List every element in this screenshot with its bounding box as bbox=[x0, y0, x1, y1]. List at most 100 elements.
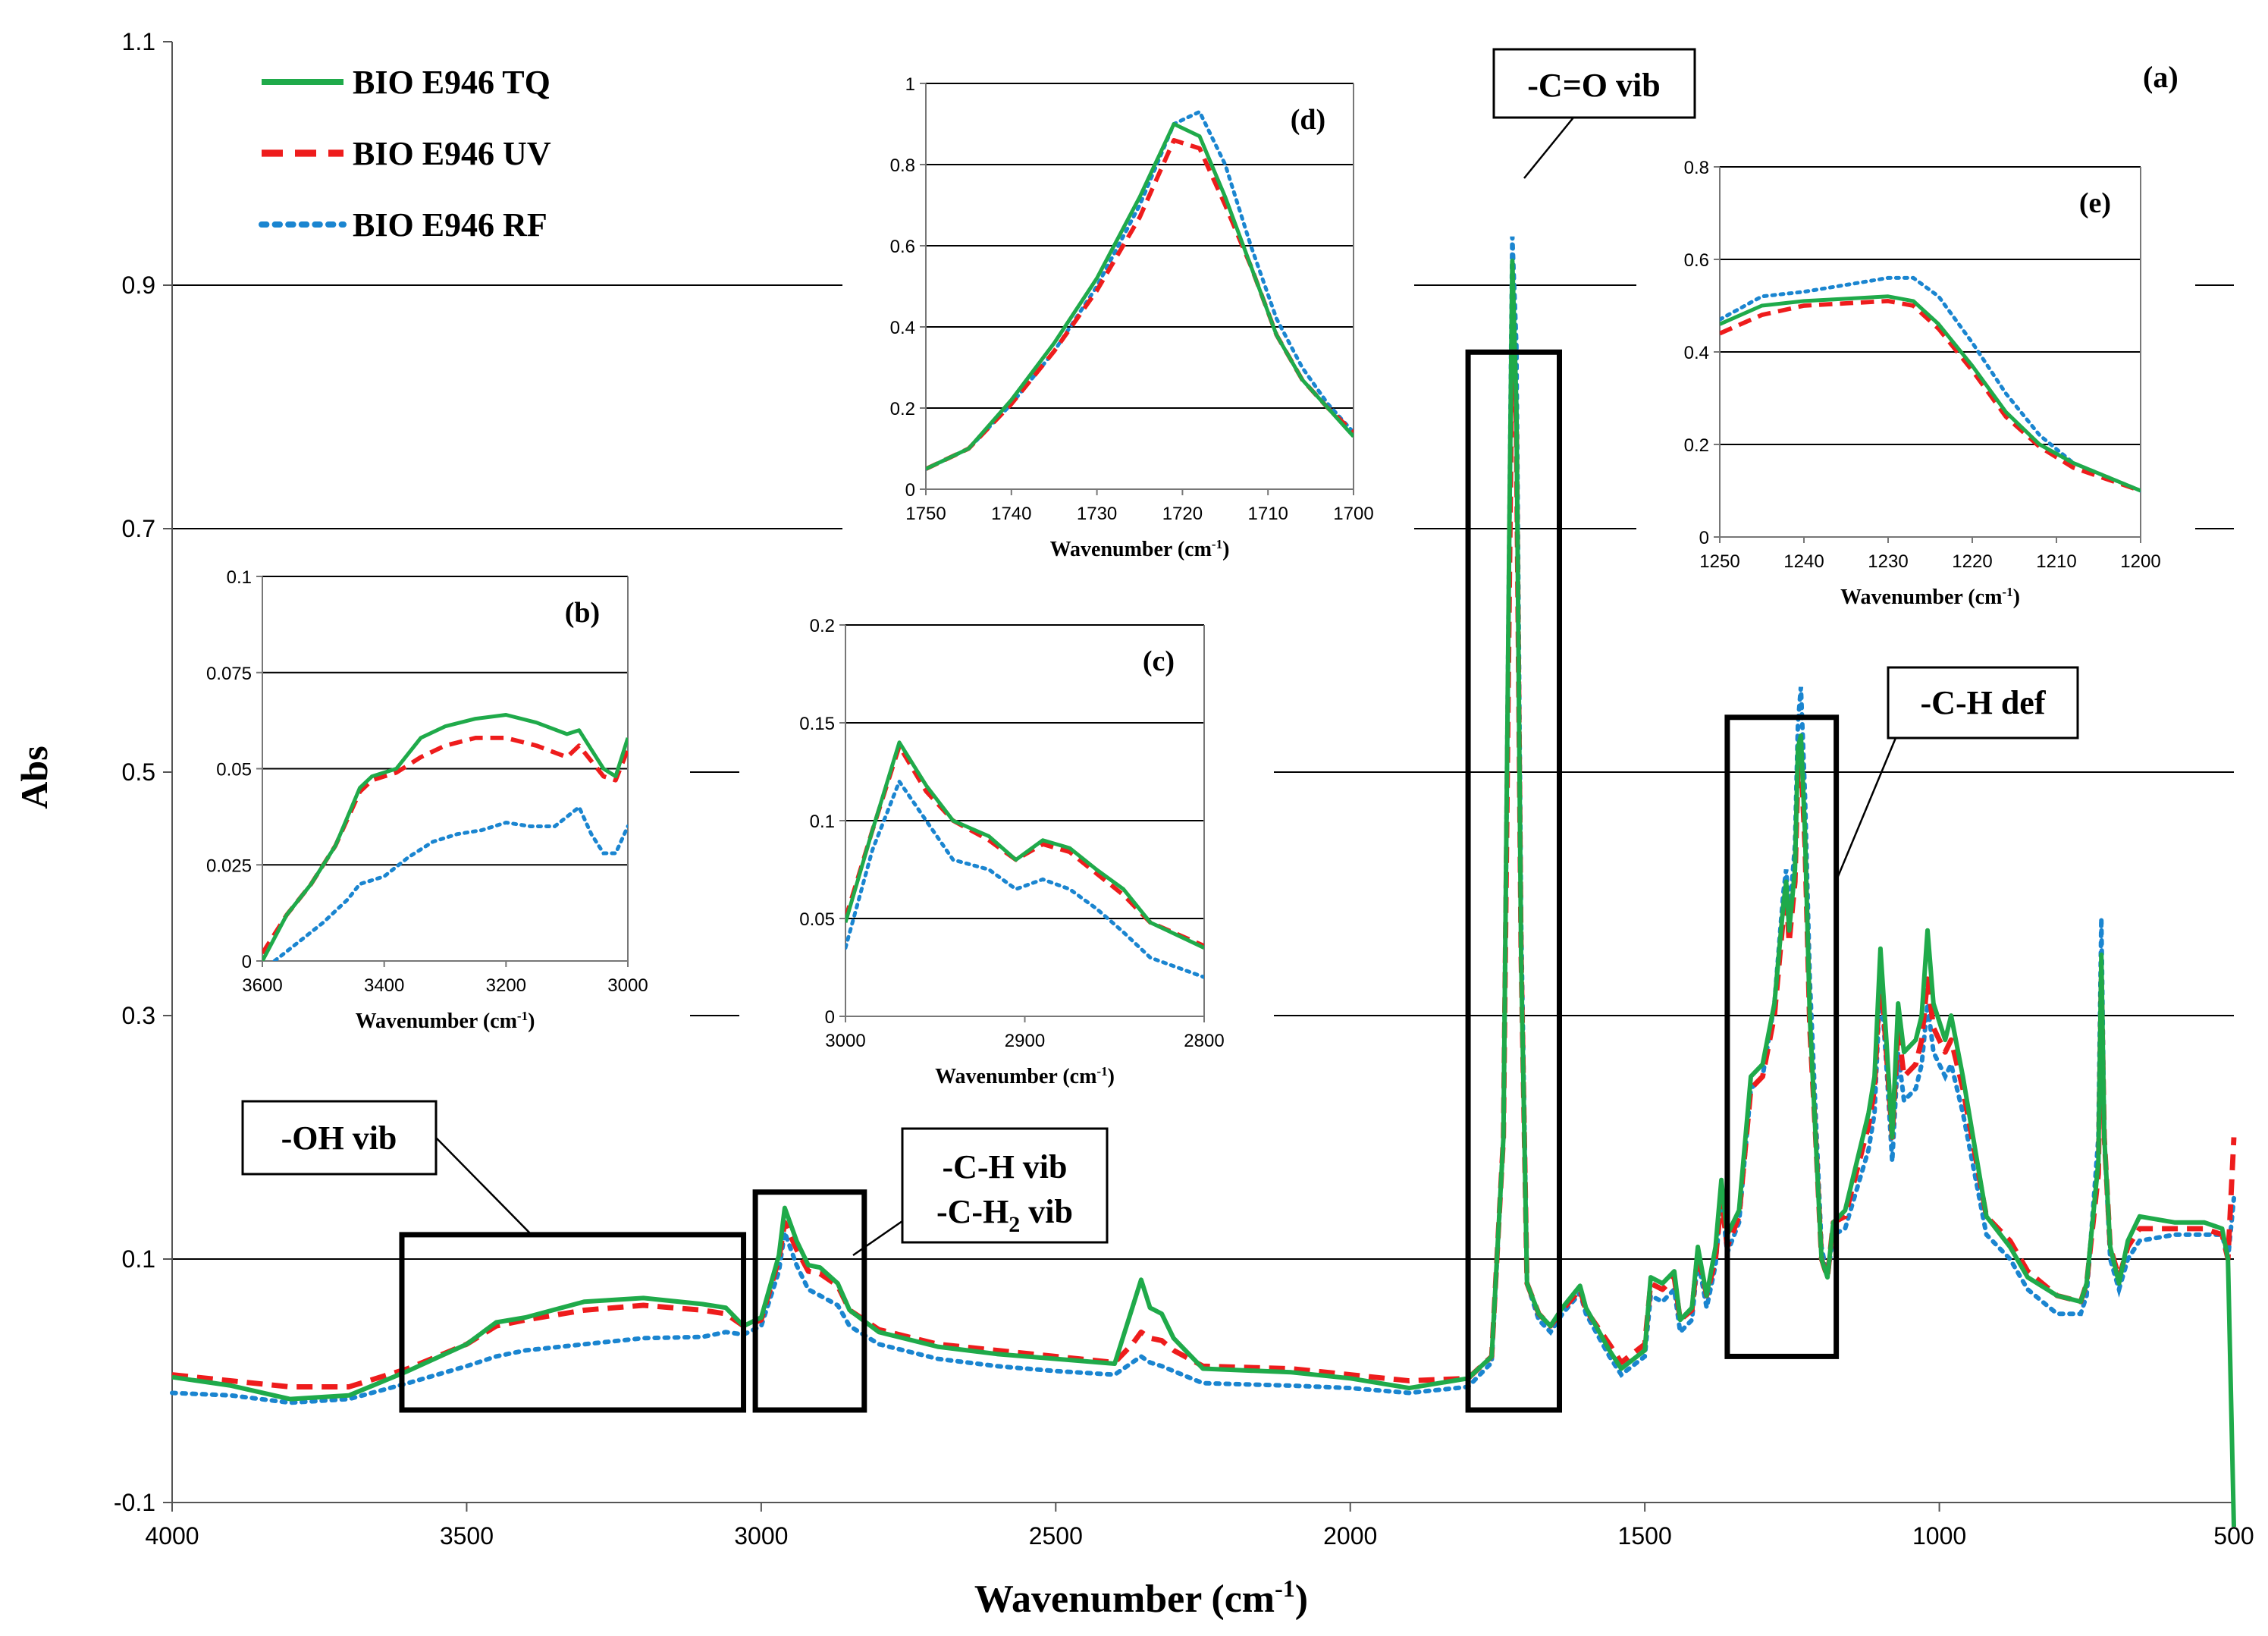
inset-x-tick-label: 1220 bbox=[1952, 551, 1992, 572]
ch-label-box bbox=[901, 1127, 1109, 1244]
series-line-bio-e946-rf bbox=[170, 236, 2236, 1405]
inset-series-line bbox=[926, 109, 1354, 471]
legend-label: BIO E946 TQ bbox=[353, 64, 551, 101]
legend-label: BIO E946 RF bbox=[353, 206, 547, 243]
inset-x-tick-label: 1200 bbox=[2120, 551, 2160, 572]
y-tick-label: 0.7 bbox=[122, 515, 155, 542]
ch-callout-line bbox=[852, 1220, 903, 1257]
inset-y-tick-label: 0.025 bbox=[206, 856, 252, 876]
inset-series-line bbox=[1720, 299, 2141, 493]
inset-y-tick-label: 0.2 bbox=[810, 616, 835, 636]
x-tick-label: 1500 bbox=[1618, 1522, 1672, 1550]
co-label-box bbox=[1492, 48, 1696, 119]
inset-series-line bbox=[1720, 294, 2141, 493]
inset-x-tick-label: 3000 bbox=[825, 1031, 865, 1051]
inset-x-tick-label: 1710 bbox=[1248, 504, 1288, 524]
inset-series-line bbox=[262, 736, 628, 955]
inset-x-tick-label: 2900 bbox=[1005, 1031, 1045, 1051]
inset-x-tick-label: 1700 bbox=[1333, 504, 1373, 524]
inset-y-tick-label: 0 bbox=[242, 952, 252, 972]
x-tick-label: 3500 bbox=[440, 1522, 494, 1550]
inset-y-tick-label: 0 bbox=[825, 1007, 835, 1028]
insets: 3600 3400 3200 3000 0 0.025 0.05 0.075 0.1 (b) Wav… bbox=[179, 61, 2163, 1123]
inset-x-tick-label: 1750 bbox=[905, 504, 946, 524]
inset-panel-label: (d) bbox=[1291, 104, 1325, 136]
inset-series-line bbox=[845, 740, 1204, 950]
inset-x-tick-label: 1230 bbox=[1868, 551, 1908, 572]
inset-y-tick-label: 0.6 bbox=[890, 237, 915, 257]
inset-y-tick-label: 0.075 bbox=[206, 664, 252, 684]
series-lines bbox=[170, 236, 2237, 1528]
inset-y-tick-label: 0.8 bbox=[1684, 158, 1709, 178]
inset-x-axis-label: Wavenumber (cm-1) bbox=[1050, 537, 1230, 561]
inset-y-tick-label: 0.1 bbox=[227, 567, 252, 588]
inset-c: 3000 2900 2800 0 0.05 0.1 0.15 0.2 (c) Wavenumber… bbox=[762, 602, 1227, 1123]
inset-x-tick-label: 1740 bbox=[991, 504, 1031, 524]
inset-panel-label: (b) bbox=[565, 597, 600, 629]
y-tick-label: 0.5 bbox=[122, 758, 155, 786]
chdef-label-box bbox=[1887, 666, 2079, 739]
inset-background bbox=[842, 61, 1376, 595]
inset-x-axis-label: Wavenumber (cm-1) bbox=[356, 1009, 535, 1033]
inset-x-tick-label: 1250 bbox=[1699, 551, 1739, 572]
oh-callout-line bbox=[435, 1137, 532, 1235]
x-tick-label: 4000 bbox=[145, 1522, 199, 1550]
oh-label-box bbox=[241, 1100, 438, 1176]
oh-label: -OH vib bbox=[281, 1119, 397, 1157]
inset-x-tick-label: 3000 bbox=[607, 975, 648, 996]
legend: BIO E946 TQ BIO E946 UV BIO E946 RF bbox=[259, 64, 551, 243]
inset-x-tick-label: 1210 bbox=[2036, 551, 2076, 572]
grid-lines bbox=[172, 284, 2234, 1260]
inset-y-tick-label: 0.4 bbox=[1684, 343, 1709, 363]
inset-series-line bbox=[262, 713, 628, 961]
y-axis-label: Abs bbox=[13, 746, 55, 809]
inset-background bbox=[1636, 144, 2163, 643]
inset-y-tick-label: 0.6 bbox=[1684, 250, 1709, 271]
y-tick-label: 0.3 bbox=[122, 1002, 155, 1029]
oh-region-box bbox=[399, 1232, 747, 1413]
ch-vib-label: -C-H vib bbox=[943, 1148, 1068, 1185]
inset-x-tick-label: 1240 bbox=[1783, 551, 1824, 572]
inset-b: 3600 3400 3200 3000 0 0.025 0.05 0.075 0.1 (b) Wav… bbox=[179, 554, 651, 1067]
inset-x-tick-label: 1730 bbox=[1077, 504, 1117, 524]
inset-background bbox=[179, 554, 651, 1067]
inset-series-line bbox=[926, 122, 1354, 471]
y-tick-label: 1.1 bbox=[122, 28, 155, 55]
inset-y-tick-label: 1 bbox=[905, 74, 915, 95]
annotation-boxes: -OH vib -C-H vib -C-H2 vib -C=O vib -C-H def bbox=[241, 48, 2079, 1413]
inset-x-axis-label: Wavenumber (cm-1) bbox=[1840, 585, 2020, 609]
inset-panel-label: (e) bbox=[2079, 187, 2111, 219]
inset-y-tick-label: 0.2 bbox=[1684, 435, 1709, 456]
inset-x-tick-label: 3400 bbox=[364, 975, 404, 996]
axis-ticks: 4000 3500 3000 2500 2000 1500 1000 500-0.10.10.… bbox=[114, 28, 2254, 1550]
x-axis-label: Wavenumber (cm-1) bbox=[974, 1575, 1308, 1621]
y-tick-label: -0.1 bbox=[114, 1489, 155, 1516]
inset-y-tick-label: 0.1 bbox=[810, 812, 835, 832]
inset-e: 1250 1240 1230 1220 1210 1200 0 0.2 0.4 0.6 0.8 (e)… bbox=[1636, 144, 2163, 643]
series-line-bio-e946-tq bbox=[171, 258, 2236, 1528]
inset-x-axis-label: Wavenumber (cm-1) bbox=[935, 1064, 1115, 1088]
panel-label-a: (a) bbox=[2143, 60, 2179, 94]
inset-d: 1750 1740 1730 1720 1710 1700 0 0.2 0.4 0.6 0.8 1 (d… bbox=[842, 61, 1376, 595]
x-tick-label: 3000 bbox=[734, 1522, 788, 1550]
chdef-label: -C-H def bbox=[1921, 684, 2047, 721]
inset-series-line bbox=[272, 804, 628, 961]
inset-y-tick-label: 0.2 bbox=[890, 399, 915, 419]
inset-y-tick-label: 0 bbox=[905, 480, 915, 501]
ch-region-box bbox=[752, 1189, 867, 1413]
inset-background bbox=[762, 602, 1227, 1123]
co-callout-line bbox=[1523, 117, 1574, 179]
inset-series-line bbox=[845, 777, 1204, 979]
inset-y-tick-label: 0.4 bbox=[890, 318, 915, 338]
inset-x-tick-label: 3200 bbox=[486, 975, 526, 996]
x-tick-label: 2000 bbox=[1323, 1522, 1377, 1550]
co-region-box bbox=[1465, 349, 1562, 1413]
inset-x-tick-label: 1720 bbox=[1162, 504, 1203, 524]
inset-x-tick-label: 2800 bbox=[1184, 1031, 1224, 1051]
inset-y-tick-label: 0.8 bbox=[890, 155, 915, 176]
chdef-region-box bbox=[1724, 714, 1840, 1359]
legend-label: BIO E946 UV bbox=[353, 135, 551, 172]
x-tick-label: 2500 bbox=[1029, 1522, 1083, 1550]
inset-x-tick-label: 3600 bbox=[242, 975, 282, 996]
